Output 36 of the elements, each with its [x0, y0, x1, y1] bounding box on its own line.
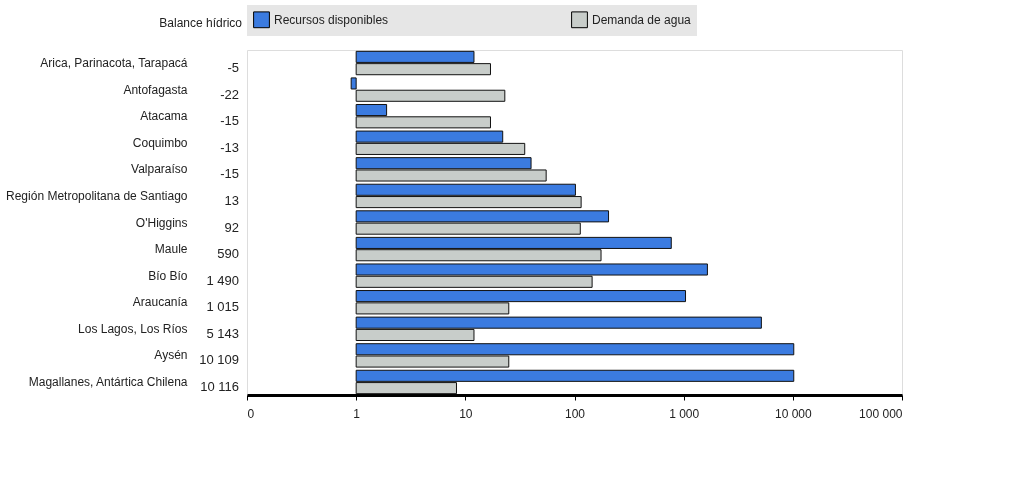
text: 1 015 [206, 299, 239, 315]
y-tick-label: Arica, Parinacota, Tarapacá [40, 56, 188, 71]
x-tick-label: 10 000 [774, 406, 813, 421]
y-tick-label: Maule [154, 242, 188, 257]
text: -22 [220, 86, 239, 102]
text: 92 [224, 219, 239, 235]
x-tick-label: 1 [353, 406, 361, 421]
y-tick-label: Coquimbo [132, 135, 188, 150]
legend-label: Demanda de agua [592, 12, 692, 27]
legend-label: Recursos disponibles [274, 12, 389, 27]
text: -5 [227, 60, 239, 76]
text: 590 [217, 246, 239, 262]
text: -15 [220, 113, 239, 129]
y-tick-label: Bío Bío [148, 268, 188, 283]
text: 5 143 [206, 325, 239, 341]
text: Balance hídrico [159, 16, 243, 30]
y-tick-label: Región Metropolitana de Santiago [6, 188, 188, 203]
x-tick-label: 1 000 [669, 406, 700, 421]
x-tick-label: 100 [564, 406, 586, 421]
y-tick-label: Aysén [154, 348, 188, 363]
text: 10 109 [199, 352, 239, 368]
y-tick-label: Antofagasta [123, 82, 188, 97]
x-tick-label: 100 000 [859, 406, 903, 421]
text: 10 116 [200, 378, 239, 394]
y-tick-label: Los Lagos, Los Ríos [78, 321, 188, 336]
x-tick-label: 10 [459, 406, 473, 421]
y-tick-label: Atacama [140, 109, 188, 124]
y-tick-label: Araucanía [132, 295, 188, 310]
text: 13 [224, 192, 239, 208]
y-tick-label: Valparaíso [131, 162, 188, 177]
x-tick-label: 0 [247, 406, 255, 421]
text: 1 490 [206, 272, 239, 288]
y-tick-label: O'Higgins [135, 215, 188, 230]
y-tick-label: Magallanes, Antártica Chilena [28, 374, 188, 389]
text: -15 [220, 166, 239, 182]
text: -13 [220, 139, 239, 155]
